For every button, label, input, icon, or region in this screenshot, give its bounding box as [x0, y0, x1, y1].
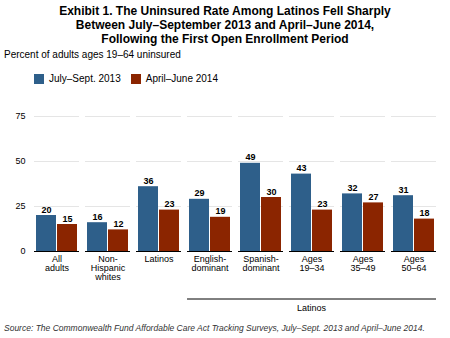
svg-text:20: 20 [41, 205, 51, 215]
svg-text:English-dominant: English-dominant [191, 254, 229, 273]
svg-text:Alladults: Alladults [45, 254, 70, 273]
svg-text:16: 16 [92, 212, 102, 222]
svg-text:12: 12 [113, 219, 123, 229]
svg-text:50: 50 [15, 156, 25, 166]
svg-text:25: 25 [15, 201, 25, 211]
svg-text:19: 19 [215, 206, 225, 216]
svg-text:27: 27 [368, 192, 378, 202]
svg-text:Latinos: Latinos [144, 254, 174, 264]
svg-text:49: 49 [245, 152, 255, 162]
html-text:July–Sept. 2013: July–Sept. 2013 [49, 73, 121, 84]
svg-text:18: 18 [419, 208, 429, 218]
svg-text:0: 0 [20, 246, 25, 256]
svg-text:30: 30 [266, 187, 276, 197]
svg-text:15: 15 [62, 214, 72, 224]
svg-text:36: 36 [143, 176, 153, 186]
svg-text:75: 75 [15, 111, 25, 121]
svg-text:23: 23 [317, 199, 327, 209]
html-text:April–June 2014: April–June 2014 [145, 73, 218, 84]
svg-text:Ages19–34: Ages19–34 [299, 254, 324, 273]
svg-text:Spanish-dominant: Spanish-dominant [242, 254, 280, 273]
svg-text:29: 29 [194, 188, 204, 198]
svg-text:43: 43 [296, 163, 306, 173]
svg-text:Ages50–64: Ages50–64 [401, 254, 426, 273]
svg-text:31: 31 [398, 185, 408, 195]
html-text:Exhibit 1. The Uninsured Rate: Exhibit 1. The Uninsured Rate Among Lati… [59, 4, 391, 46]
svg-text:Ages35–49: Ages35–49 [350, 254, 375, 273]
svg-text:23: 23 [164, 199, 174, 209]
html-text:Percent of adults ages 19–64 u: Percent of adults ages 19–64 uninsured [4, 49, 181, 60]
html-text:Source: The Commonwealth Fund: Source: The Commonwealth Fund Affordable… [4, 323, 425, 333]
svg-text:32: 32 [347, 183, 357, 193]
svg-text:Non-Hispanicwhites: Non-Hispanicwhites [91, 254, 126, 282]
svg-text:Latinos: Latinos [297, 303, 327, 313]
